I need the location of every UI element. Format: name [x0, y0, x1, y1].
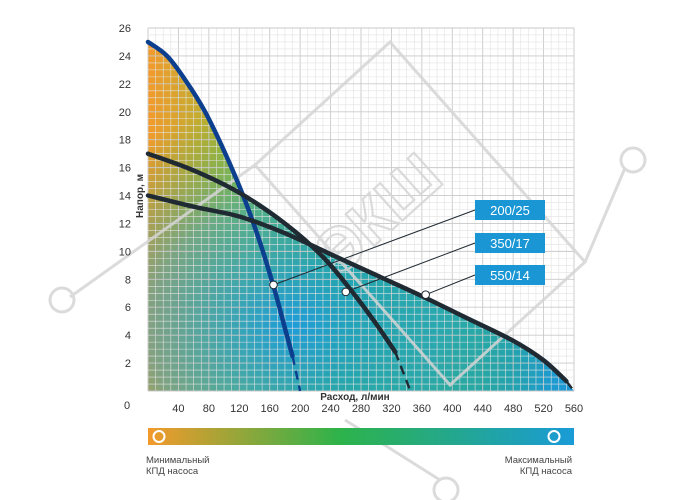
leader-line: [425, 274, 476, 296]
y-tick-label: 12: [119, 218, 131, 230]
series-label: 550/14: [490, 268, 530, 283]
y-tick-label: 10: [119, 246, 131, 258]
ticks: 40 80 120 160 200 240 280 320 360 400 440 480 520 560…: [119, 23, 583, 415]
y-tick-label: 20: [119, 107, 131, 119]
leader-line: [345, 242, 476, 293]
curve-label-badge: [475, 200, 545, 220]
y-tick-label: 6: [125, 302, 131, 314]
x-tick-label: 40: [172, 403, 184, 415]
curve-label-badge: [475, 233, 545, 253]
colorbar-min-label: Минимальный КПД насоса: [146, 455, 209, 477]
curve-labels: 200/25 350/17 550/14: [269, 200, 545, 299]
curve-550-14-dashed: [565, 380, 575, 392]
curve-marker: [421, 290, 430, 299]
y-tick-label: 2: [125, 358, 131, 370]
x-tick-label: 400: [443, 403, 461, 415]
curve-marker: [269, 280, 278, 290]
curve-200-25-dashed: [291, 355, 302, 392]
series-label: 350/17: [490, 236, 530, 251]
x-axis-label: Расход, л/мин: [320, 392, 389, 403]
x-tick-label: 240: [321, 403, 339, 415]
x-tick-label: 360: [413, 403, 431, 415]
x-tick-label: 200: [291, 403, 309, 415]
curve-550-14: [145, 193, 569, 384]
watermark-circle: [619, 146, 647, 174]
x-tick-label: 480: [504, 403, 522, 415]
watermark-circle: [432, 476, 460, 500]
x-tick-label: 160: [261, 403, 279, 415]
y-tick-label: 26: [119, 23, 131, 35]
y-tick-label: 14: [119, 191, 131, 203]
watermark-circle: [48, 286, 76, 314]
colorbar-max-label: Максимальный КПД насоса: [505, 455, 573, 477]
curves: [145, 39, 575, 392]
x-tick-label: 280: [352, 403, 370, 415]
leader-line: [273, 209, 476, 286]
axes: 0 Расход, л/мин Напор, м: [124, 174, 390, 412]
curve-200-25: [145, 39, 295, 359]
x-tick-label: 120: [230, 403, 248, 415]
x-tick-label: 560: [565, 403, 583, 415]
curve-label-badge: [475, 265, 545, 285]
x-tick-label: 80: [203, 403, 215, 415]
curve-marker: [341, 287, 351, 297]
y-axis-label: Напор, м: [135, 174, 146, 218]
y-tick-label: 22: [119, 79, 131, 91]
y-tick-label: 24: [119, 51, 131, 63]
series-label: 200/25: [490, 203, 530, 218]
efficiency-colorbar: Минимальный КПД насоса Максимальный КПД на…: [146, 428, 574, 477]
y-tick-label: 18: [119, 135, 131, 147]
colorbar-min-marker: [152, 430, 166, 443]
curve-350-17-dashed: [394, 351, 412, 392]
colorbar-max-marker: [547, 430, 561, 443]
origin-label: 0: [124, 400, 130, 412]
colorbar-bar: [148, 428, 574, 445]
x-tick-label: 440: [474, 403, 492, 415]
x-tick-label: 520: [534, 403, 552, 415]
watermark-line: [583, 167, 627, 263]
y-tick-label: 4: [125, 330, 131, 342]
y-tick-label: 8: [125, 274, 131, 286]
y-tick-label: 16: [119, 163, 131, 175]
x-tick-label: 320: [382, 403, 400, 415]
